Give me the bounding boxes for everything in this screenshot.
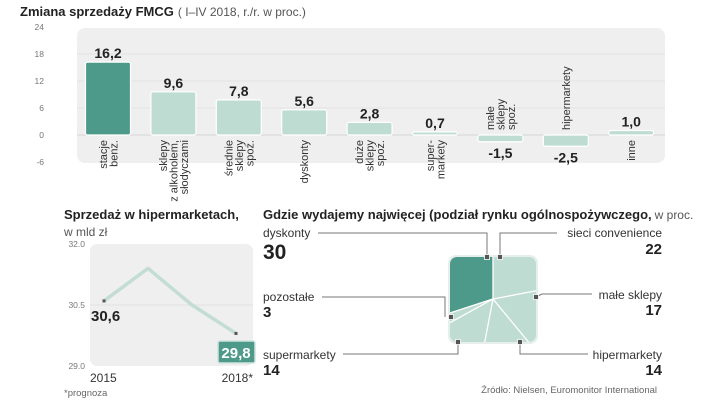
y-tick-label: 30.5 [68, 300, 85, 310]
leader-line [535, 293, 592, 298]
category-label: sklepy [158, 140, 170, 172]
pie-chart-title: Gdzie wydajemy najwięcej (podział rynku … [263, 207, 693, 222]
point-label-last: 29,8 [221, 345, 250, 362]
slice-value: 14 [645, 362, 662, 379]
bar-value-label: 0,7 [425, 115, 445, 131]
category-label: sklepy [495, 98, 507, 130]
pie-slice [491, 281, 536, 342]
category-label: średnie [223, 140, 235, 176]
leader-marker [448, 314, 454, 320]
slice-value: 30 [263, 241, 286, 264]
pie-slice [450, 297, 494, 342]
y-tick-label: 18 [35, 49, 45, 59]
leader-marker [517, 339, 523, 345]
bar-value-label: -2,5 [554, 149, 578, 165]
slice-value: 17 [645, 302, 662, 319]
point-label-badge [217, 340, 256, 364]
point-label-first: 30,6 [91, 308, 120, 325]
y-tick-label: -6 [36, 157, 44, 167]
bar-chart-title: Zmiana sprzedaży FMCG( I–IV 2018, r./r. … [20, 4, 306, 19]
category-label: małe [485, 106, 497, 130]
y-tick-label: 12 [35, 76, 45, 86]
leader-marker [497, 254, 503, 260]
bar [411, 131, 459, 136]
leader-line [499, 232, 557, 257]
bar-value-label: 9,6 [164, 75, 184, 91]
slice-label: supermarkety [263, 348, 336, 362]
category-label: stacje [98, 140, 110, 169]
leader-line [519, 342, 588, 355]
pie-labels: dyskonty30pozostałe3supermarkety14hiperm… [263, 226, 663, 379]
bar [542, 134, 589, 147]
category-label: markety [435, 140, 447, 180]
category-label: dyskonty [299, 140, 311, 184]
line-chart-unit: w mld zł [63, 225, 108, 239]
leader-marker [455, 339, 461, 345]
y-tick-label: 0 [39, 130, 44, 140]
pie-slice [450, 298, 494, 342]
slice-label: dyskonty [263, 226, 310, 240]
category-label: duże [354, 140, 366, 164]
slice-value: 3 [263, 304, 271, 321]
bar [84, 61, 132, 136]
slice-label: pozostałe [263, 290, 315, 304]
slice-value: 22 [645, 241, 662, 258]
bar [215, 99, 262, 136]
source: Źródło: Nielsen, Euromonitor Internation… [481, 385, 657, 396]
slice-label: małe sklepy [599, 288, 662, 302]
bar-value-label: 16,2 [94, 45, 121, 61]
footnote: *prognoza [64, 388, 108, 399]
slice-label: sieci convenience [567, 226, 662, 240]
category-label: benz. [108, 140, 120, 167]
bar-value-label: 1,0 [621, 114, 641, 130]
bar [150, 91, 197, 136]
y-tick-label: 6 [39, 103, 44, 113]
pie-slice [475, 297, 536, 342]
bar-value-label: 5,6 [294, 93, 314, 109]
bar [346, 121, 393, 136]
category-label: inne [626, 140, 638, 161]
slice-value: 14 [263, 362, 280, 379]
line-chart: 32.0 30.5 29.0 30,6 29,8 2015 2018* [68, 239, 256, 385]
category-label: sklepy [365, 140, 377, 172]
category-label: hipermarkety [561, 66, 573, 130]
leader-marker [533, 294, 539, 300]
pie-slices [450, 257, 536, 342]
category-label: z alkoholem, [168, 140, 180, 202]
bar-value-label: 2,8 [360, 105, 380, 121]
y-tick-label: 29.0 [68, 361, 85, 371]
y-tick-label: 24 [35, 22, 45, 32]
category-label: spoż. [375, 140, 387, 166]
category-label: spoż. [244, 140, 256, 166]
category-label: spoż. [506, 104, 518, 130]
pie-slice [492, 257, 536, 300]
category-label: słodyczami [179, 140, 191, 194]
leader-line [318, 232, 488, 257]
series-line [102, 266, 237, 335]
x-tick-label: 2018* [222, 371, 254, 385]
line-chart-title: Sprzedaż w hipermarketach, [64, 207, 239, 222]
category-label: sklepy [234, 140, 246, 172]
data-point [234, 331, 238, 335]
bar [477, 134, 524, 143]
x-tick-label: 2015 [90, 371, 117, 385]
bar-y-axis: 24 18 12 6 0 -6 [35, 22, 45, 167]
slice-label: hipermarkety [593, 348, 662, 362]
y-tick-label: 32.0 [68, 239, 85, 249]
bar-value-label: 7,8 [229, 83, 249, 99]
bar [281, 109, 328, 136]
leader-line [322, 296, 446, 317]
category-label: super- [425, 140, 437, 172]
leader-line [343, 342, 459, 355]
bar [608, 129, 655, 136]
leader-marker [484, 254, 490, 260]
bar-value-label: -1,5 [488, 145, 512, 161]
pie-slice [450, 257, 494, 328]
data-point [102, 299, 106, 303]
